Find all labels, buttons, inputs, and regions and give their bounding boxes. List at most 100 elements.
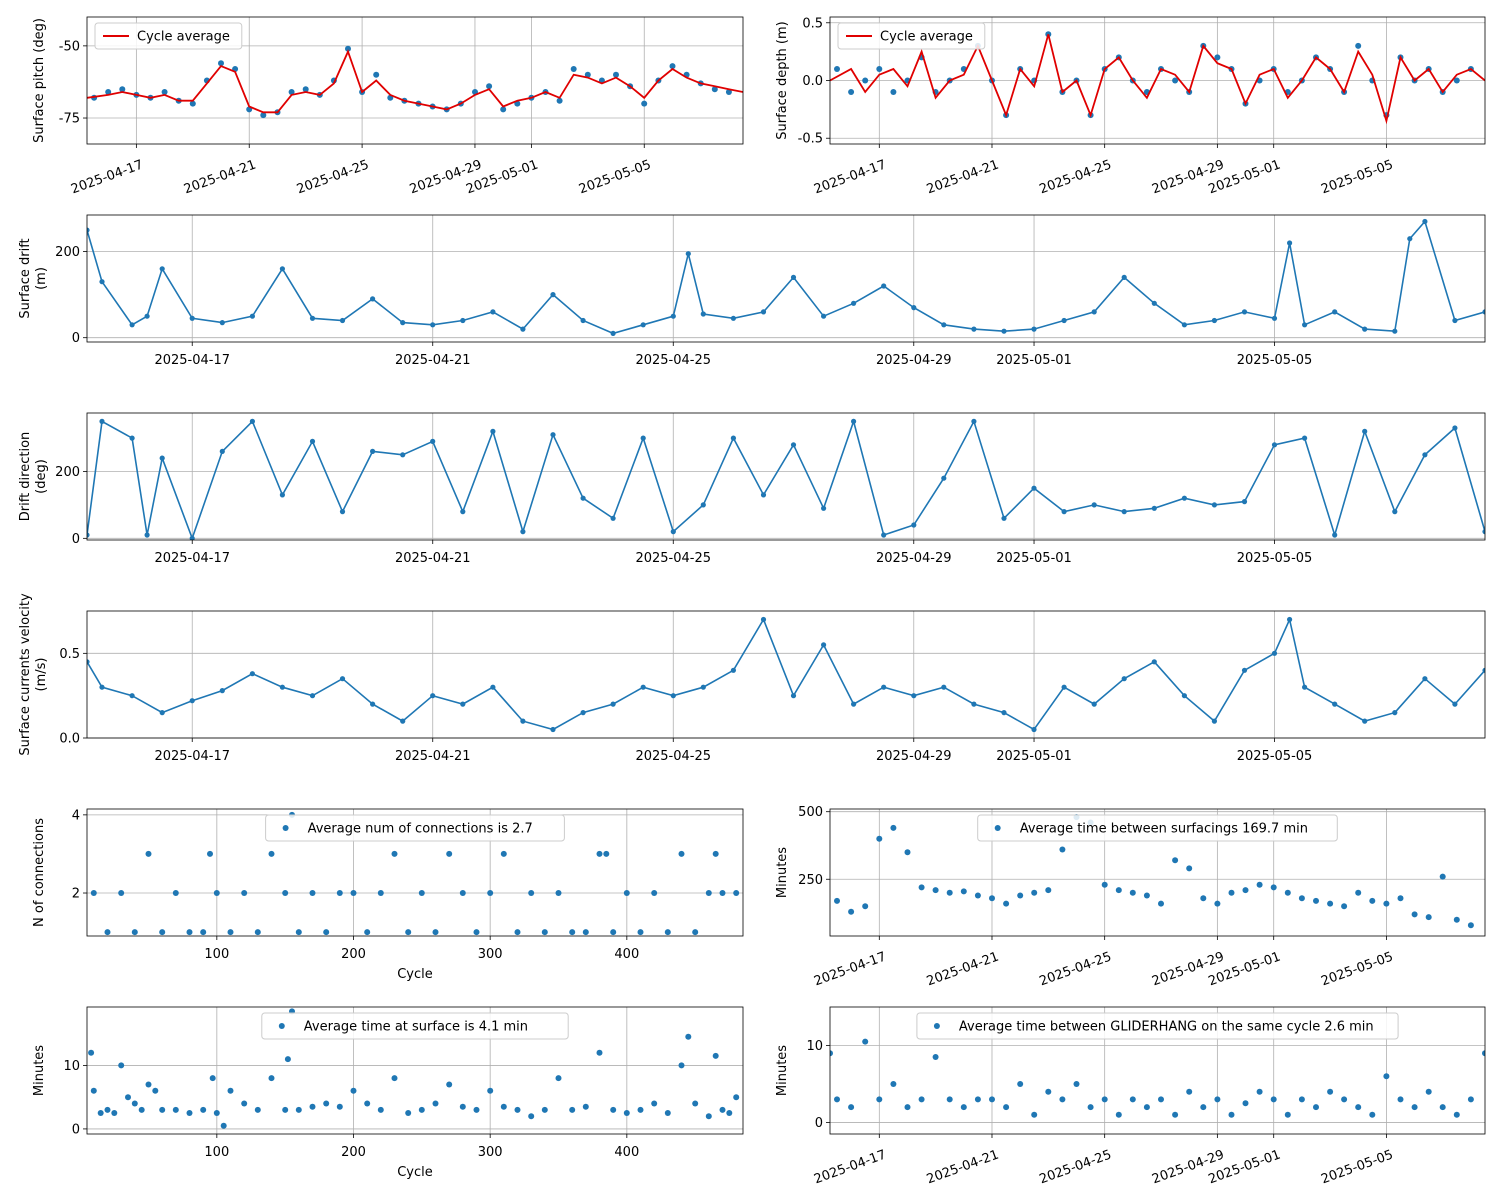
data-point <box>1425 914 1432 921</box>
data-point <box>159 710 165 716</box>
x-tick-label: 2025-05-05 <box>1319 1147 1395 1187</box>
data-point <box>851 418 857 424</box>
data-point <box>1332 309 1338 315</box>
data-point <box>500 106 507 113</box>
data-point <box>373 71 380 78</box>
x-tick-label: 2025-04-21 <box>925 157 1001 197</box>
data-point <box>974 892 981 899</box>
data-point <box>1186 1088 1193 1095</box>
data-point <box>104 1106 111 1113</box>
data-point <box>989 1096 995 1103</box>
data-point <box>1087 1104 1094 1111</box>
data-point <box>1242 1100 1249 1107</box>
data-point <box>1172 77 1179 84</box>
data-point <box>487 1087 494 1094</box>
series-line <box>87 219 1485 335</box>
y-axis-label-line: Surface drift <box>18 238 33 318</box>
data-point <box>284 1056 291 1063</box>
data-point <box>460 701 466 707</box>
data-point <box>473 929 480 936</box>
data-point <box>711 86 718 93</box>
data-point <box>514 929 521 936</box>
data-point <box>700 684 706 690</box>
data-point <box>1256 1088 1263 1095</box>
data-point <box>430 693 436 699</box>
data-point <box>189 535 195 540</box>
data-point <box>580 317 586 324</box>
x-tick-label: 400 <box>614 1145 639 1160</box>
subplot-direction: 2025-04-17 2025-04-21 2025-04-25 2025-04-29… <box>18 412 1486 566</box>
data-point <box>446 850 453 857</box>
data-point <box>1453 916 1460 923</box>
data-point <box>1031 889 1038 896</box>
data-point <box>1439 1104 1446 1111</box>
x-tick-label: 2025-04-21 <box>395 551 471 566</box>
data-point <box>138 1106 145 1113</box>
subplot-pitch: 2025-04-17 2025-04-21 2025-04-25 2025-04-29… <box>32 16 744 197</box>
plot-area <box>830 1038 1485 1118</box>
data-point <box>295 1106 302 1113</box>
y-axis-label-line: N of connections <box>32 818 47 927</box>
x-tick-label: 2025-04-25 <box>635 551 711 566</box>
data-point <box>610 330 616 336</box>
data-point <box>118 890 125 896</box>
data-point <box>1228 889 1235 896</box>
data-point <box>848 1104 855 1111</box>
data-point <box>1211 718 1217 724</box>
data-point <box>209 1075 216 1082</box>
y-axis-label: N of connections <box>32 818 47 927</box>
data-point <box>692 1100 699 1107</box>
data-point <box>890 89 897 95</box>
data-point <box>391 1075 398 1082</box>
data-point <box>145 1081 152 1088</box>
data-point <box>279 492 285 498</box>
data-point <box>528 890 535 896</box>
x-tick-label: 300 <box>478 1145 503 1160</box>
data-point <box>460 317 466 324</box>
data-point <box>584 71 591 78</box>
data-point <box>90 890 97 896</box>
data-point <box>790 693 797 699</box>
data-point <box>664 1110 671 1116</box>
y-axis-label: Minutes <box>775 1045 790 1096</box>
data-point <box>651 890 658 896</box>
data-point <box>1031 485 1037 491</box>
data-point <box>613 71 619 78</box>
data-point <box>726 1110 733 1116</box>
data-point <box>1453 1111 1460 1118</box>
legend-box <box>977 814 1338 842</box>
series-line <box>87 49 743 114</box>
data-point <box>692 929 699 936</box>
data-point <box>486 83 493 90</box>
data-point <box>550 726 556 733</box>
data-point <box>1271 442 1278 448</box>
data-point <box>279 684 285 690</box>
legend: Average time between surfacings 169.7 mi… <box>977 814 1338 842</box>
data-point <box>960 1104 967 1111</box>
subplot-gliderhang: 2025-04-17 2025-04-21 2025-04-25 2025-04-29… <box>775 1006 1486 1187</box>
data-point <box>323 929 330 936</box>
y-tick-label: 0.5 <box>59 647 80 662</box>
data-point <box>862 903 869 910</box>
data-point <box>218 60 224 67</box>
data-point <box>830 1050 833 1057</box>
data-point <box>641 100 648 107</box>
data-point <box>129 693 135 699</box>
data-point <box>323 1100 330 1107</box>
data-point <box>637 1106 644 1113</box>
data-point <box>1362 428 1368 434</box>
y-axis-label: Surface drift(m) <box>18 238 49 318</box>
axes-frame <box>86 808 744 937</box>
x-tick-label: 100 <box>204 947 229 962</box>
data-point <box>1115 887 1122 894</box>
data-point <box>989 895 995 902</box>
data-point <box>862 1038 869 1045</box>
data-point <box>1302 684 1308 690</box>
data-point <box>1482 1050 1485 1057</box>
legend: Average time at surface is 4.1 min <box>261 1012 569 1040</box>
data-point <box>1186 865 1193 872</box>
y-tick-label: -0.5 <box>798 132 823 147</box>
data-point <box>1129 889 1136 896</box>
data-point <box>1121 676 1127 682</box>
